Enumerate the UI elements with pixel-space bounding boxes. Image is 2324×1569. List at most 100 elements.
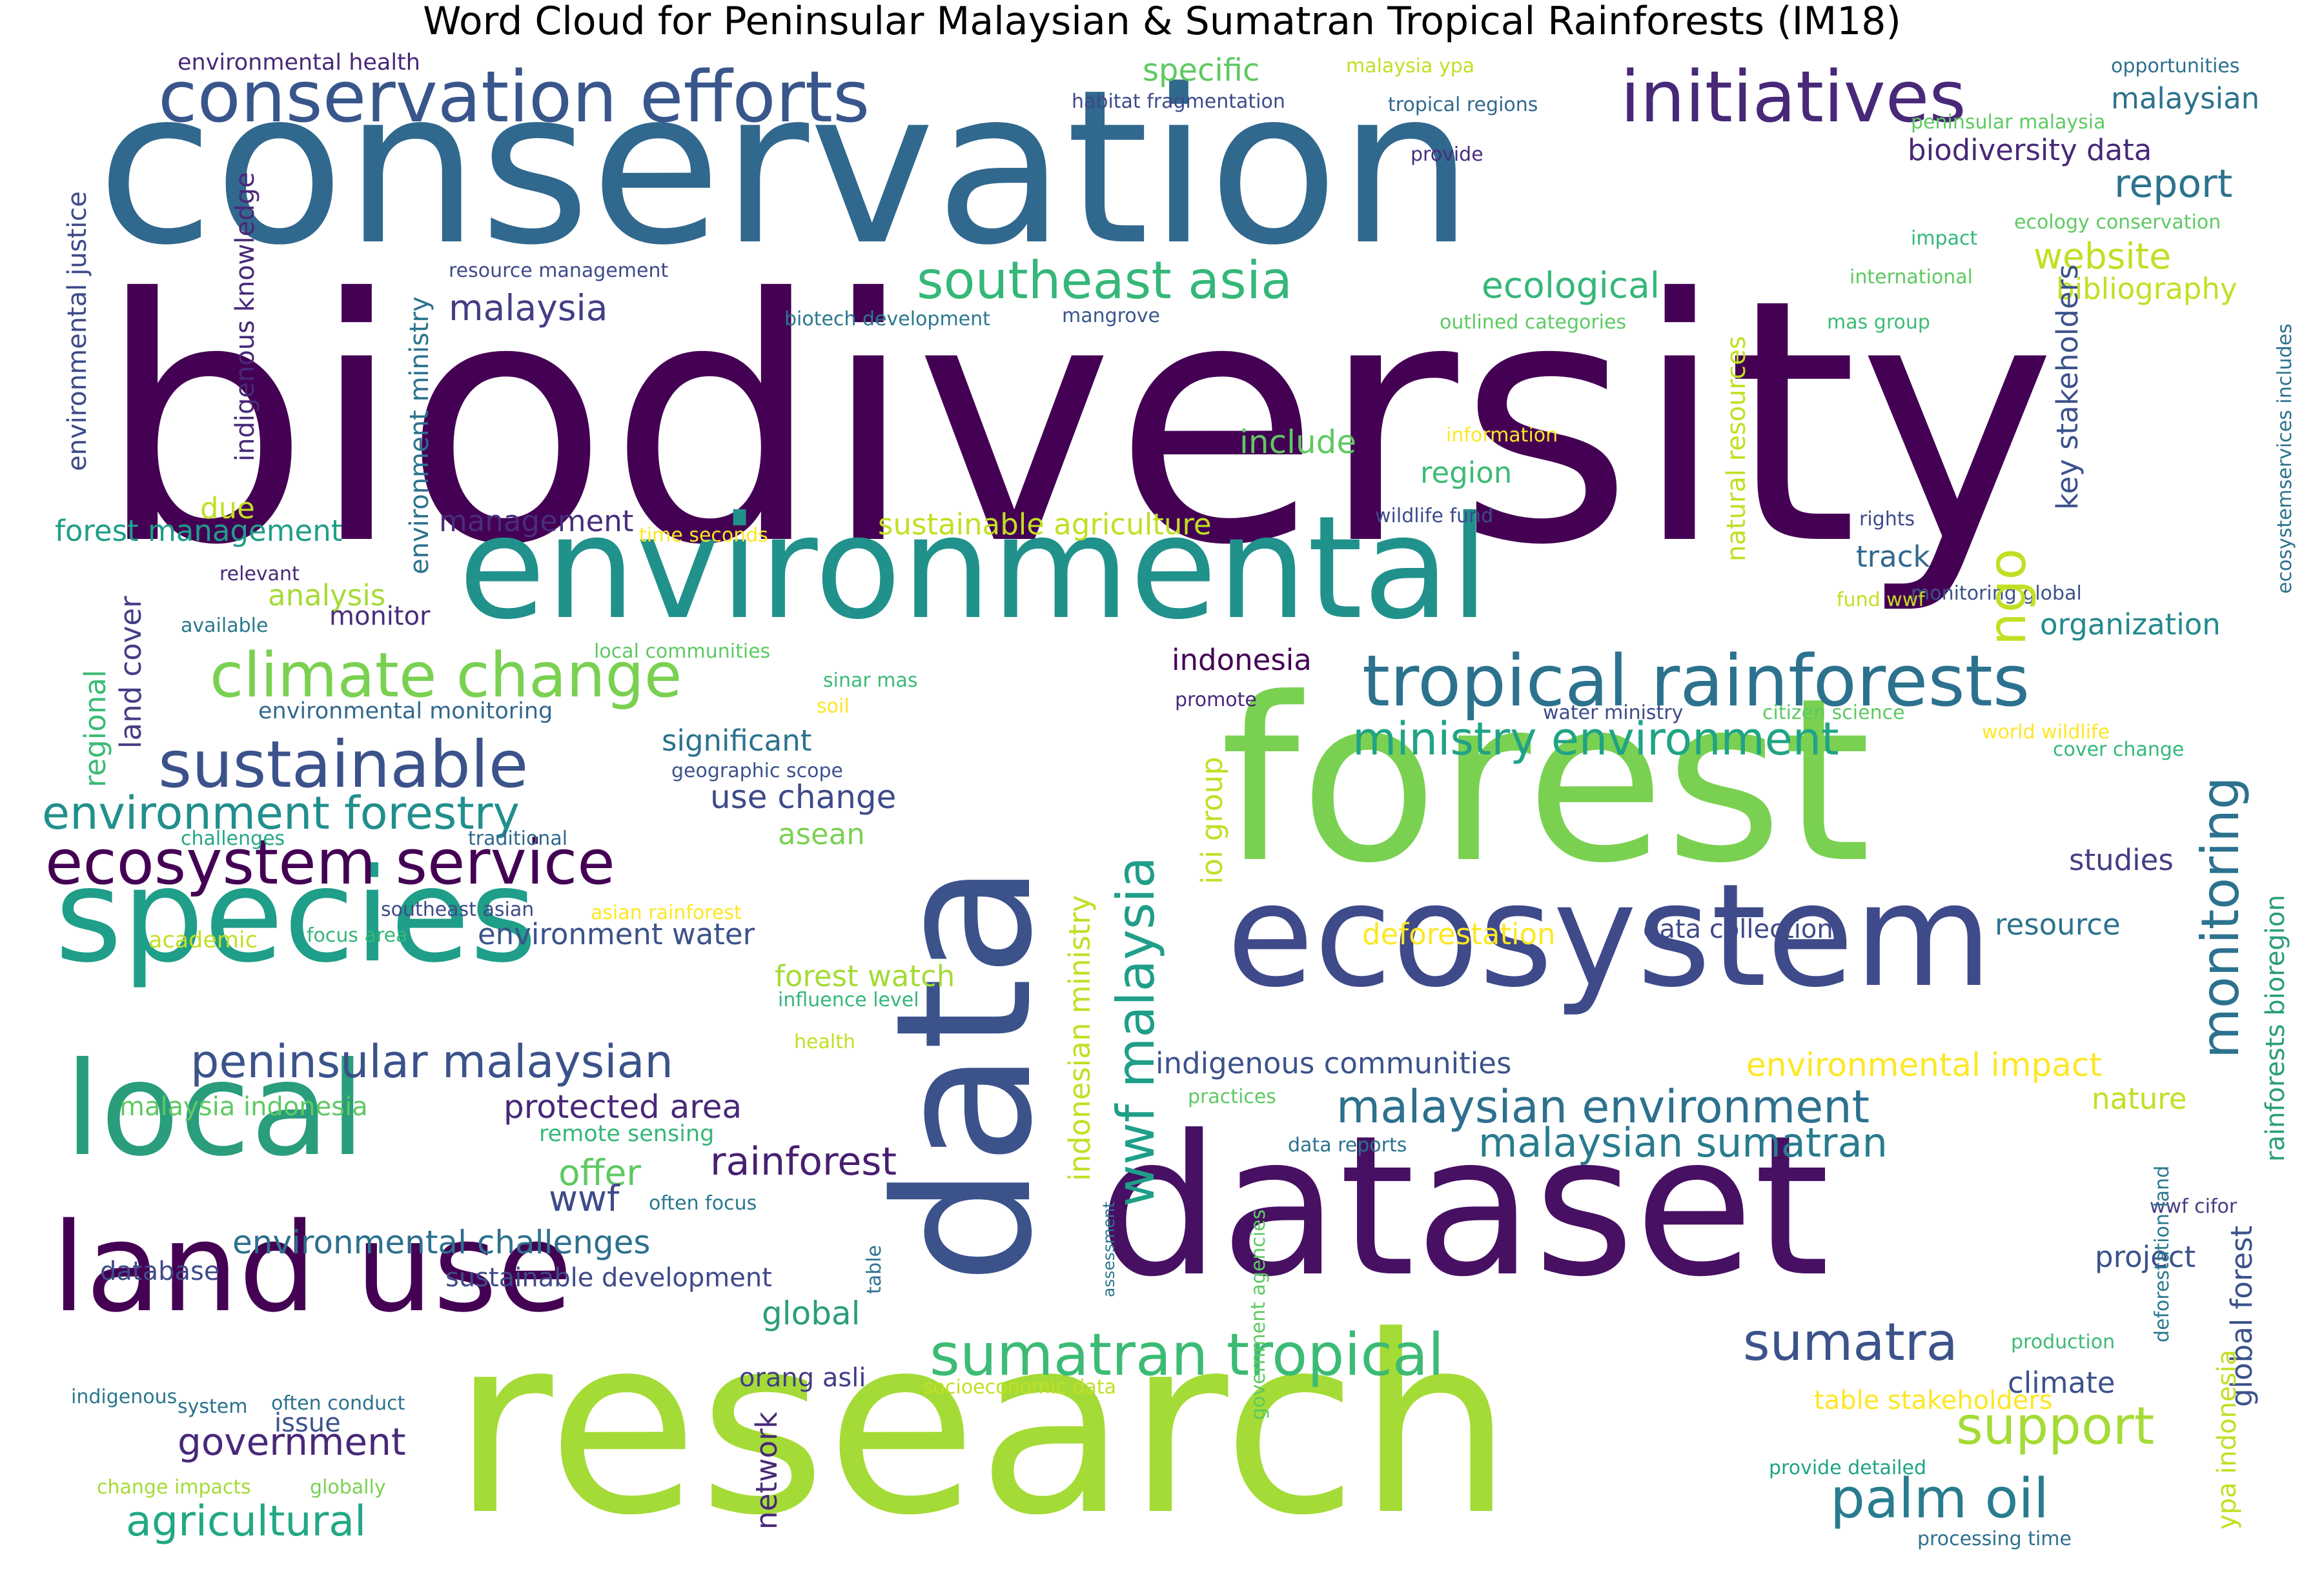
word-habitat-fragmentation: habitat fragmentation [1072,90,1285,113]
word-key-stakeholders: key stakeholders [2050,264,2084,510]
word-forest-watch: forest watch [775,959,955,993]
word-project: project [2095,1240,2196,1274]
word-mangrove: mangrove [1062,305,1160,327]
word-health: health [794,1031,855,1053]
word-due: due [200,491,255,525]
word-tropical-regions: tropical regions [1388,94,1538,116]
word-region: region [1420,456,1513,490]
word-ministry-environment: ministry environment [1352,713,1839,765]
word-often-focus: often focus [649,1192,757,1215]
word-biodiversity: biodiversity [97,227,2057,618]
word-rainforests-bioregion: rainforests bioregion [2261,895,2290,1162]
word-table-stakeholders: table stakeholders [1814,1386,2053,1415]
word-sinar-mas: sinar mas [823,669,918,692]
word-impact: impact [1911,227,1978,250]
word-traditional: traditional [468,827,568,850]
word-malaysia-indonesia: malaysia indonesia [119,1092,368,1122]
word-land-use: land use [52,1197,573,1339]
word-ngo: ngo [1977,548,2037,645]
word-regional: regional [78,669,112,787]
word-relevant: relevant [219,563,300,585]
word-available: available [181,614,269,637]
word-management: management [439,504,634,538]
word-research: research [452,1283,1513,1569]
word-citizen-science: citizen science [1762,702,1905,724]
word-academic: academic [148,927,258,953]
word-forest-management: forest management [55,514,343,548]
word-nature: nature [2092,1082,2187,1116]
word-wwf: wwf [549,1178,620,1219]
word-southeast-asia: southeast asia [917,250,1293,310]
word-wwf-malaysia: wwf malaysia [1106,856,1166,1207]
word-opportunities: opportunities [2111,55,2240,77]
word-conservation: conservation [97,44,1474,292]
word-production: production [2011,1331,2115,1353]
word-sumatra: sumatra [1743,1312,1958,1372]
word-malaysia: malaysia [449,287,608,329]
word-offer: offer [558,1152,641,1193]
word-government-agencies: government agencies [1247,1209,1270,1420]
word-practices: practices [1188,1086,1276,1108]
word-cover-change: cover change [2053,738,2185,761]
word-mas-group: mas group [1827,311,1930,334]
word-environmental: environmental [458,485,1490,651]
word-rainforest: rainforest [710,1139,897,1184]
word-water-ministry: water ministry [1543,702,1684,724]
word-peninsular-malaysian: peninsular malaysian [190,1035,673,1088]
word-sustainable-agriculture: sustainable agriculture [878,507,1212,542]
word-malaysia-ypa: malaysia ypa [1346,55,1475,77]
word-ecosystem: ecosystem [1227,853,1993,1018]
word-database: database [100,1257,220,1286]
word-indigenous-communities: indigenous communities [1156,1046,1512,1080]
word-processing-time: processing time [1917,1528,2072,1550]
word-local-communities: local communities [594,640,771,663]
word-sustainable: sustainable [158,727,529,802]
word-malaysian: malaysian [2111,81,2260,116]
word-monitor: monitor [329,602,431,631]
word-international: international [1850,266,1973,288]
word-network: network [749,1412,784,1530]
word-geographic-scope: geographic scope [671,760,844,782]
word-peninsular-malaysia: peninsular malaysia [1911,111,2106,134]
word-biotech-development: biotech development [784,308,990,330]
word-change-impacts: change impacts [97,1476,251,1499]
word-rights: rights [1859,508,1915,531]
word-time-seconds: time seconds [639,524,768,547]
word-species: species [55,841,537,991]
word-climate: climate [2008,1366,2115,1400]
word-resource-management: resource management [449,259,669,282]
word-significant: significant [662,724,812,758]
word-global: global [762,1295,861,1332]
word-data-reports: data reports [1288,1134,1407,1157]
word-deforestation-land: deforestation land [2151,1165,2174,1342]
word-natural-resources: natural resources [1722,336,1751,562]
word-ecological: ecological [1482,265,1660,306]
word-globally: globally [310,1476,386,1499]
word-table: table [863,1245,886,1294]
word-indigenous-knowledge: indigenous knowledge [230,172,260,461]
word-data-collection: data collection [1643,915,1833,944]
word-forest: forest [1220,649,1871,913]
word-ypa-indonesia: ypa indonesia [2212,1349,2242,1530]
word-malaysian-sumatran: malaysian sumatran [1478,1119,1888,1166]
word-ecology-conservation: ecology conservation [2014,211,2221,234]
word-data: data [856,862,1074,1284]
word-climate-change: climate change [210,640,682,711]
word-analysis: analysis [268,578,386,612]
chart-title: Word Cloud for Peninsular Malaysian & Su… [423,0,1901,44]
word-resource: resource [1995,907,2121,942]
word-indonesia: indonesia [1172,643,1312,677]
word-fund-wwf: fund wwf [1837,589,1925,611]
word-biodiversity-data: biodiversity data [1908,133,2152,167]
word-assessment: assessment [1099,1201,1118,1297]
word-provide: provide [1411,143,1483,166]
word-often-conduct: often conduct [271,1392,405,1415]
word-ioi-group: ioi group [1195,756,1229,884]
word-local: local [65,1035,366,1185]
word-studies: studies [2069,843,2174,877]
word-socioeconomic-data: socioeconomic data [923,1376,1117,1399]
word-environment-ministry: environment ministry [405,296,434,574]
word-website: website [2034,236,2172,277]
word-indonesian-ministry: indonesian ministry [1063,895,1097,1181]
